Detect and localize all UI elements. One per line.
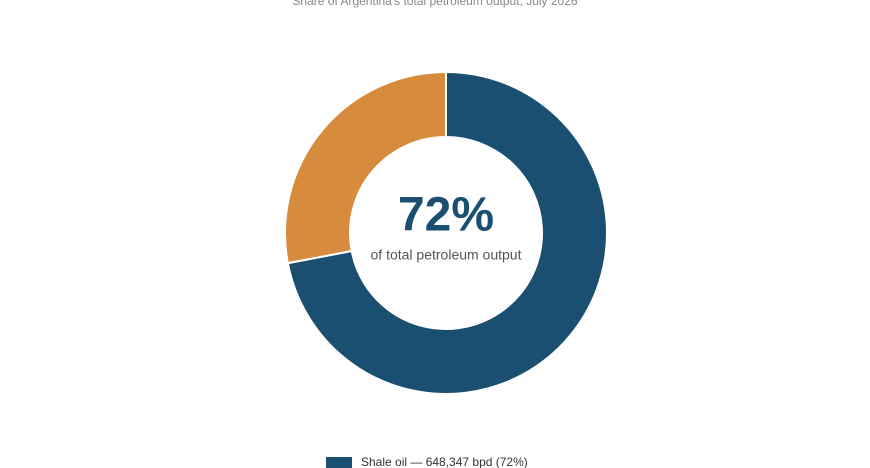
legend-swatch (326, 457, 352, 468)
donut-slice (284, 70, 447, 265)
center-caption: of total petroleum output (371, 247, 522, 263)
center-label: 72% (398, 189, 494, 242)
donut-slice (286, 70, 608, 395)
chart-subtitle: Share of Argentina's total petroleum out… (292, 0, 577, 8)
legend-label: Shale oil — 648,347 bpd (72%) (361, 455, 528, 468)
donut (284, 70, 608, 395)
